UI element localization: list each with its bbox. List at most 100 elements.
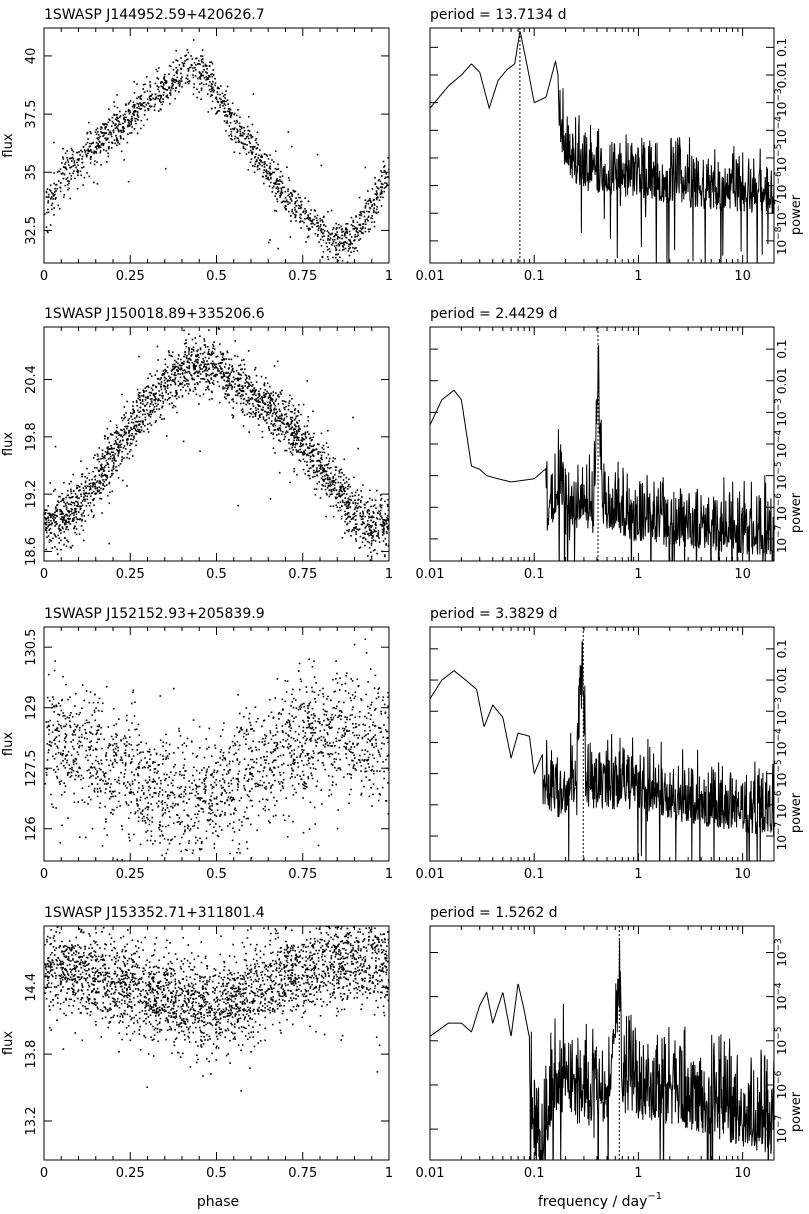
data-point	[270, 392, 273, 395]
data-point	[271, 187, 274, 189]
data-point	[288, 735, 290, 737]
data-point	[302, 403, 305, 406]
data-point	[353, 734, 356, 737]
data-point	[299, 460, 302, 462]
data-point	[248, 115, 250, 118]
data-point	[185, 345, 188, 348]
data-point	[116, 144, 118, 147]
data-point	[186, 360, 189, 362]
data-point	[88, 504, 91, 507]
data-point	[363, 215, 366, 218]
data-point	[262, 402, 265, 405]
data-point	[56, 188, 58, 190]
data-point	[241, 821, 243, 823]
data-point	[255, 153, 257, 155]
data-point	[298, 459, 300, 461]
data-point	[283, 413, 286, 416]
data-point	[313, 806, 316, 809]
data-point	[177, 380, 180, 383]
data-point	[60, 509, 62, 512]
data-point	[343, 235, 346, 237]
data-point	[229, 384, 231, 387]
data-point	[127, 422, 130, 424]
data-point	[278, 712, 281, 714]
data-point	[122, 138, 125, 140]
data-point	[317, 451, 320, 453]
data-point	[149, 394, 151, 397]
data-point	[169, 794, 171, 797]
data-point	[246, 794, 249, 796]
data-point	[166, 96, 169, 98]
data-point	[136, 430, 138, 433]
data-point	[308, 711, 310, 713]
data-point	[166, 380, 169, 383]
data-point	[367, 756, 370, 759]
data-point	[89, 495, 92, 497]
data-point	[89, 485, 92, 487]
data-point	[386, 736, 389, 739]
data-point	[148, 823, 151, 826]
data-point	[210, 354, 212, 356]
data-point	[204, 369, 206, 372]
data-point	[247, 129, 250, 132]
data-point	[161, 374, 164, 376]
data-point	[49, 532, 52, 534]
data-point	[311, 451, 313, 454]
data-point	[275, 434, 278, 436]
data-point	[148, 776, 151, 778]
data-point	[76, 484, 78, 487]
data-point	[86, 149, 88, 152]
data-point	[310, 439, 312, 442]
data-point	[93, 152, 95, 155]
data-point	[250, 724, 252, 727]
data-point	[103, 469, 106, 472]
data-point	[253, 171, 256, 174]
data-point	[243, 359, 245, 361]
data-point	[145, 390, 147, 392]
data-point	[307, 446, 309, 449]
data-point	[270, 397, 272, 399]
data-point	[304, 431, 307, 434]
data-point	[305, 691, 308, 693]
data-point	[51, 196, 53, 198]
data-point	[266, 413, 268, 415]
data-point	[59, 724, 62, 727]
data-point	[330, 493, 332, 496]
data-point	[361, 516, 363, 518]
data-point	[141, 399, 144, 401]
data-point	[278, 420, 281, 422]
data-point	[342, 501, 344, 503]
data-point	[225, 130, 227, 132]
data-point	[334, 496, 337, 499]
data-point	[241, 387, 244, 390]
data-point	[78, 489, 80, 492]
data-point	[101, 845, 104, 847]
period-value: 13.7134	[495, 7, 553, 23]
data-point	[210, 299, 212, 301]
data-point	[54, 525, 56, 527]
data-point	[119, 449, 121, 451]
data-point	[283, 200, 285, 203]
data-point	[351, 694, 354, 696]
data-point	[241, 393, 243, 396]
data-point	[164, 779, 166, 782]
data-point	[247, 396, 250, 399]
data-point	[270, 404, 272, 406]
data-point	[260, 161, 262, 163]
data-point	[274, 749, 276, 752]
data-point	[94, 478, 96, 481]
data-point	[97, 490, 100, 492]
data-point	[310, 727, 313, 730]
data-point	[357, 232, 359, 234]
data-point	[346, 230, 348, 233]
data-point	[307, 419, 310, 422]
data-point	[364, 767, 367, 770]
data-point	[338, 470, 341, 472]
data-point	[376, 196, 379, 199]
data-point	[73, 514, 75, 516]
data-point	[140, 107, 142, 110]
data-point	[211, 353, 213, 355]
data-point	[340, 225, 342, 228]
data-point	[65, 496, 67, 499]
data-point	[329, 481, 331, 483]
